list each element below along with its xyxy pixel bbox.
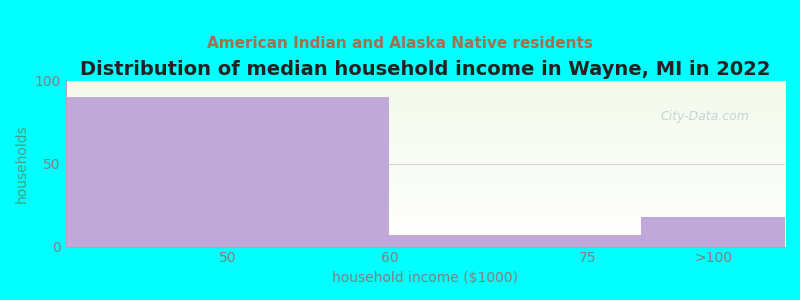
- Bar: [390, 235, 534, 247]
- Y-axis label: households: households: [15, 124, 29, 203]
- Bar: [641, 217, 785, 247]
- Text: American Indian and Alaska Native residents: American Indian and Alaska Native reside…: [207, 36, 593, 51]
- X-axis label: household income ($1000): household income ($1000): [332, 271, 518, 285]
- Title: Distribution of median household income in Wayne, MI in 2022: Distribution of median household income …: [80, 60, 770, 79]
- Bar: [534, 235, 641, 247]
- Text: City-Data.com: City-Data.com: [660, 110, 749, 123]
- Bar: [66, 97, 390, 247]
